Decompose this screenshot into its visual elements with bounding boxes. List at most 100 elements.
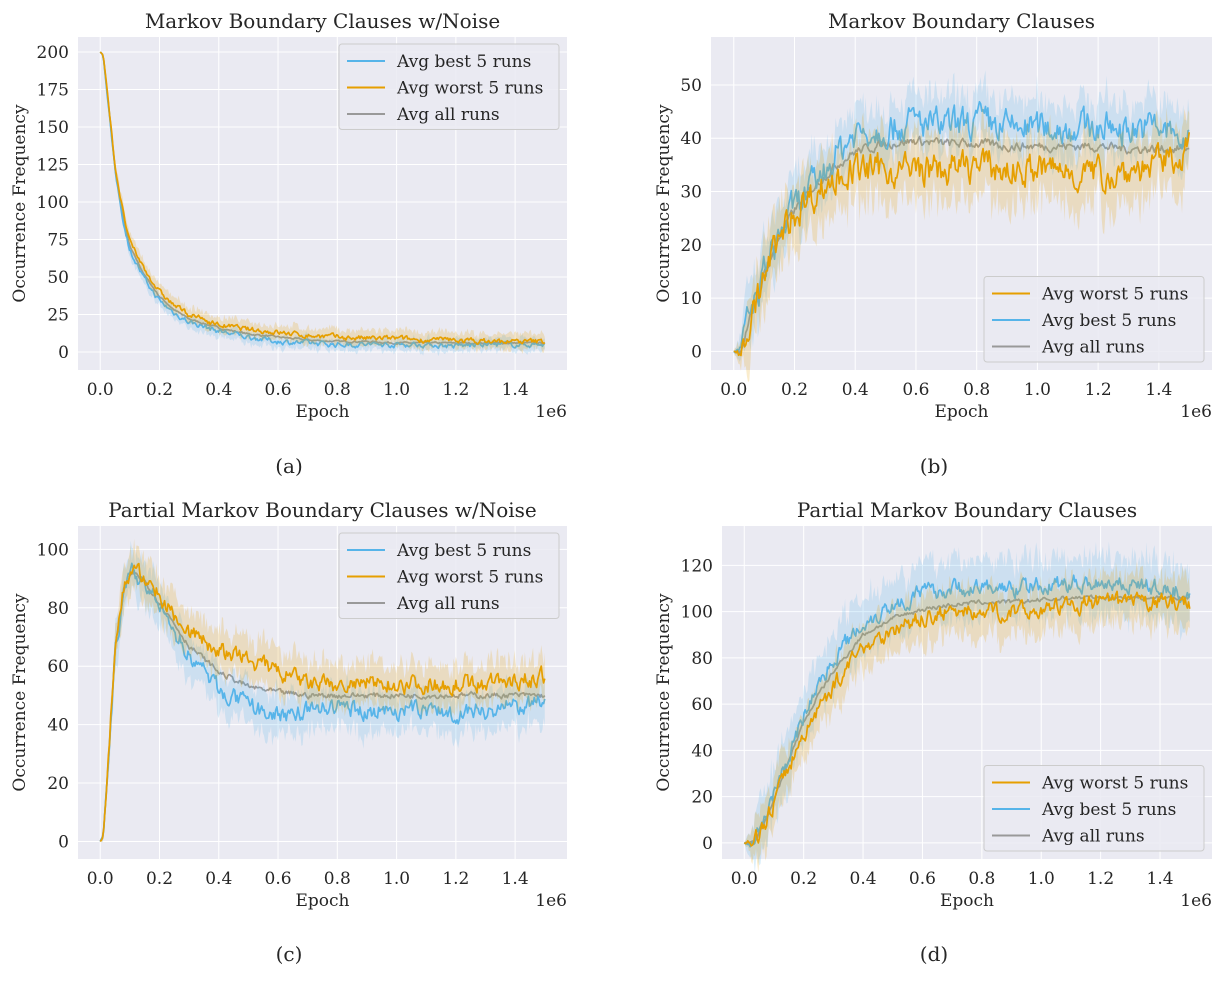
legend-label: Avg worst 5 runs bbox=[1041, 285, 1188, 305]
x-tick-label: 0.8 bbox=[324, 869, 351, 889]
chart-title: Partial Markov Boundary Clauses w/Noise bbox=[108, 498, 537, 522]
x-offset-label: 1e6 bbox=[535, 891, 567, 911]
x-tick-label: 0.6 bbox=[265, 380, 292, 400]
y-tick-label: 100 bbox=[37, 540, 69, 560]
x-tick-label: 0.8 bbox=[324, 380, 351, 400]
legend: Avg best 5 runs Avg worst 5 runs Avg all r… bbox=[338, 43, 560, 130]
x-tick-label: 0.2 bbox=[790, 869, 817, 889]
series-line-best bbox=[743, 574, 1191, 848]
y-tick-label: 40 bbox=[691, 741, 713, 761]
x-tick-label: 1.2 bbox=[1085, 380, 1112, 400]
x-offset-label: 1e6 bbox=[535, 402, 567, 422]
subfigure-caption-d: (d) bbox=[919, 942, 949, 966]
y-tick-label: 10 bbox=[680, 289, 702, 309]
x-tick-label: 0.2 bbox=[146, 869, 173, 889]
x-tick-label: 0.0 bbox=[87, 869, 114, 889]
series-line-all bbox=[99, 569, 546, 842]
x-tick-label: 1.4 bbox=[1147, 869, 1174, 889]
x-tick-label: 0.4 bbox=[205, 380, 232, 400]
x-tick-label: 0.4 bbox=[850, 869, 877, 889]
x-axis-label: Epoch bbox=[296, 402, 350, 422]
x-tick-label: 0.6 bbox=[909, 869, 936, 889]
x-axis-label: Epoch bbox=[940, 891, 994, 911]
y-tick-label: 25 bbox=[47, 306, 69, 326]
legend: Avg worst 5 runs Avg best 5 runs Avg all r… bbox=[983, 765, 1205, 852]
legend-label: Avg best 5 runs bbox=[1041, 311, 1176, 331]
series-line-best bbox=[99, 51, 545, 350]
x-tick-label: 1.0 bbox=[383, 869, 410, 889]
y-tick-label: 30 bbox=[680, 183, 702, 203]
legend: Avg best 5 runs Avg worst 5 runs Avg all r… bbox=[338, 532, 560, 619]
legend-box bbox=[338, 532, 560, 619]
series-line-worst bbox=[733, 132, 1191, 357]
y-tick-label: 75 bbox=[47, 231, 69, 251]
y-tick-label: 0 bbox=[58, 343, 69, 363]
series-line-worst bbox=[99, 562, 546, 843]
legend: Avg worst 5 runs Avg best 5 runs Avg all r… bbox=[983, 276, 1205, 363]
y-tick-label: 40 bbox=[47, 716, 69, 736]
series-band-worst bbox=[744, 561, 1190, 874]
legend-label: Avg worst 5 runs bbox=[396, 568, 543, 588]
subfigure-caption-b: (b) bbox=[919, 454, 949, 478]
x-axis-label: Epoch bbox=[296, 891, 350, 911]
x-tick-label: 0.2 bbox=[146, 380, 173, 400]
series-line-worst bbox=[743, 590, 1191, 847]
series-band-best bbox=[744, 541, 1190, 874]
x-tick-label: 1.2 bbox=[442, 380, 469, 400]
y-tick-label: 20 bbox=[680, 236, 702, 256]
series-line-best bbox=[99, 562, 546, 842]
legend-label: Avg all runs bbox=[1041, 338, 1145, 358]
x-tick-label: 0.2 bbox=[781, 380, 808, 400]
y-tick-label: 60 bbox=[691, 695, 713, 715]
plot-area bbox=[711, 37, 1212, 383]
y-axis-label: Occurrence Frequency bbox=[654, 104, 674, 303]
x-tick-label: 0.6 bbox=[902, 380, 929, 400]
y-tick-label: 0 bbox=[702, 834, 713, 854]
y-tick-label: 0 bbox=[691, 342, 702, 362]
legend-label: Avg all runs bbox=[396, 105, 500, 125]
x-tick-label: 0.4 bbox=[205, 869, 232, 889]
y-tick-label: 120 bbox=[681, 556, 713, 576]
y-tick-label: 80 bbox=[47, 599, 69, 619]
y-tick-label: 60 bbox=[47, 657, 69, 677]
x-tick-label: 0.4 bbox=[842, 380, 869, 400]
legend-label: Avg worst 5 runs bbox=[1041, 774, 1188, 794]
x-tick-label: 0.0 bbox=[87, 380, 114, 400]
x-tick-label: 1.2 bbox=[442, 869, 469, 889]
x-tick-label: 1.0 bbox=[1028, 869, 1055, 889]
x-offset-label: 1e6 bbox=[1180, 402, 1212, 422]
x-tick-label: 0.0 bbox=[720, 380, 747, 400]
y-tick-label: 100 bbox=[37, 193, 69, 213]
y-tick-label: 50 bbox=[47, 268, 69, 288]
chart-panel-b: Markov Boundary Clauses Epoch Occurrence… bbox=[654, 9, 1212, 422]
series-band-best bbox=[100, 540, 545, 843]
y-tick-label: 150 bbox=[37, 118, 69, 138]
x-axis-label: Epoch bbox=[935, 402, 989, 422]
x-tick-label: 1.0 bbox=[1024, 380, 1051, 400]
x-tick-label: 0.6 bbox=[265, 869, 292, 889]
legend-box bbox=[983, 276, 1205, 363]
y-axis-label: Occurrence Frequency bbox=[654, 593, 674, 792]
x-tick-label: 1.4 bbox=[1145, 380, 1172, 400]
series-line-best bbox=[733, 100, 1190, 354]
y-axis-label: Occurrence Frequency bbox=[10, 593, 30, 792]
legend-label: Avg best 5 runs bbox=[1041, 800, 1176, 820]
x-tick-label: 0.0 bbox=[731, 869, 758, 889]
y-tick-label: 125 bbox=[37, 156, 69, 176]
legend-label: Avg all runs bbox=[396, 594, 500, 614]
x-tick-label: 0.8 bbox=[968, 869, 995, 889]
legend-label: Avg best 5 runs bbox=[396, 52, 531, 72]
y-tick-label: 80 bbox=[691, 649, 713, 669]
chart-title: Markov Boundary Clauses w/Noise bbox=[145, 9, 500, 33]
y-tick-label: 20 bbox=[691, 788, 713, 808]
chart-panel-c: Partial Markov Boundary Clauses w/Noise … bbox=[10, 498, 567, 911]
legend-label: Avg worst 5 runs bbox=[396, 79, 543, 99]
legend-box bbox=[983, 765, 1205, 852]
y-tick-label: 175 bbox=[37, 81, 69, 101]
y-tick-label: 20 bbox=[47, 774, 69, 794]
legend-label: Avg all runs bbox=[1041, 827, 1145, 847]
chart-panel-d: Partial Markov Boundary Clauses Epoch Oc… bbox=[654, 498, 1212, 911]
plot-area bbox=[722, 526, 1212, 874]
x-tick-label: 1.0 bbox=[383, 380, 410, 400]
